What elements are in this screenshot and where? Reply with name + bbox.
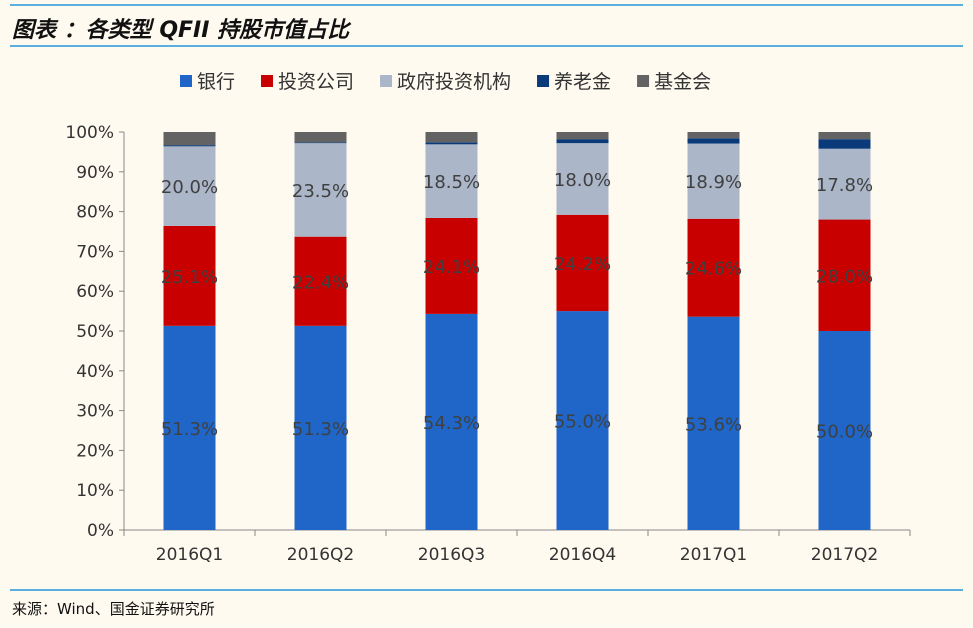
bar-segment — [163, 132, 216, 146]
bar-segment — [163, 145, 216, 147]
bar-segment — [294, 132, 347, 143]
y-tick-label: 60% — [76, 282, 114, 302]
bar-segment — [687, 218, 740, 317]
title-rule — [10, 45, 963, 47]
y-tick-label: 80% — [76, 203, 114, 223]
data-label: 18.5% — [423, 172, 480, 193]
y-tick-label: 90% — [76, 163, 114, 183]
bar-segment — [687, 316, 740, 530]
bar-segment — [294, 325, 347, 530]
data-label: 18.0% — [554, 170, 611, 191]
data-label: 24.6% — [685, 259, 742, 280]
bar-segment — [556, 143, 609, 215]
x-tick-label: 2016Q1 — [156, 545, 223, 565]
x-tick-label: 2016Q2 — [287, 545, 354, 565]
legend-swatch — [637, 75, 650, 87]
data-label: 25.1% — [161, 267, 218, 288]
y-tick-label: 30% — [76, 402, 114, 422]
data-label: 55.0% — [554, 412, 611, 433]
bar-segment — [163, 146, 216, 226]
bar-segment — [294, 142, 347, 144]
legend-swatch — [537, 75, 550, 87]
y-tick-label: 10% — [76, 481, 114, 501]
bar-segment — [556, 132, 609, 140]
y-tick-label: 0% — [87, 521, 114, 541]
legend-label: 银行 — [197, 71, 235, 93]
y-tick-label: 50% — [76, 322, 114, 342]
bar-segment — [425, 132, 478, 143]
y-tick-label: 100% — [65, 123, 114, 143]
data-label: 24.1% — [423, 257, 480, 278]
y-tick-label: 70% — [76, 242, 114, 262]
legend-swatch — [380, 75, 393, 87]
data-label: 17.8% — [816, 175, 873, 196]
bar-segment — [818, 132, 871, 140]
bar-segment — [163, 325, 216, 530]
legend-swatch — [180, 75, 192, 87]
bar-segment — [556, 311, 609, 530]
data-label: 23.5% — [292, 181, 349, 202]
bar-segment — [687, 138, 740, 144]
data-label: 51.3% — [161, 419, 218, 440]
y-tick-label: 40% — [76, 362, 114, 382]
bottom-rule — [10, 589, 963, 591]
bar-segment — [163, 225, 216, 326]
data-label: 53.6% — [685, 414, 742, 435]
data-label: 24.2% — [554, 254, 611, 275]
x-tick-label: 2016Q4 — [549, 545, 616, 565]
bar-segment — [556, 139, 609, 144]
bar-segment — [294, 236, 347, 326]
x-tick-label: 2017Q2 — [811, 545, 878, 565]
legend-label: 政府投资机构 — [397, 71, 511, 93]
data-label: 50.0% — [816, 422, 873, 443]
data-label: 51.3% — [292, 419, 349, 440]
data-label: 54.3% — [423, 413, 480, 434]
bar-segment — [818, 219, 871, 331]
bar-segment — [425, 217, 478, 314]
legend-label: 投资公司 — [278, 71, 354, 93]
stacked-bar-chart: 0% 10% 20% 30% 40% 50% 60% 70% 80% 90% 100% 2016Q1 5… — [65, 71, 911, 565]
bar-segment — [818, 331, 871, 530]
legend-label: 养老金 — [554, 71, 611, 93]
bar-segment — [425, 313, 478, 530]
x-tick-label: 2017Q1 — [680, 545, 747, 565]
top-rule — [10, 4, 963, 6]
bar-segment — [294, 143, 347, 237]
bar-segment — [818, 139, 871, 149]
bar-segment — [556, 214, 609, 312]
legend-swatch — [261, 75, 274, 87]
bar-segment — [425, 142, 478, 145]
data-label: 22.4% — [292, 272, 349, 293]
y-tick-label: 20% — [76, 441, 114, 461]
bar-segment — [687, 132, 740, 139]
bar-segment — [425, 144, 478, 218]
source-note: 来源：Wind、国金证券研究所 — [12, 600, 215, 618]
legend-label: 基金会 — [654, 71, 711, 93]
data-label: 20.0% — [161, 177, 218, 198]
x-tick-label: 2016Q3 — [418, 545, 485, 565]
bar-segment — [687, 143, 740, 219]
data-label: 18.9% — [685, 172, 742, 193]
chart-title: 图表 ：各类型 QFII 持股市值占比 — [12, 18, 350, 43]
data-label: 28.0% — [816, 266, 873, 287]
bar-segment — [818, 148, 871, 220]
